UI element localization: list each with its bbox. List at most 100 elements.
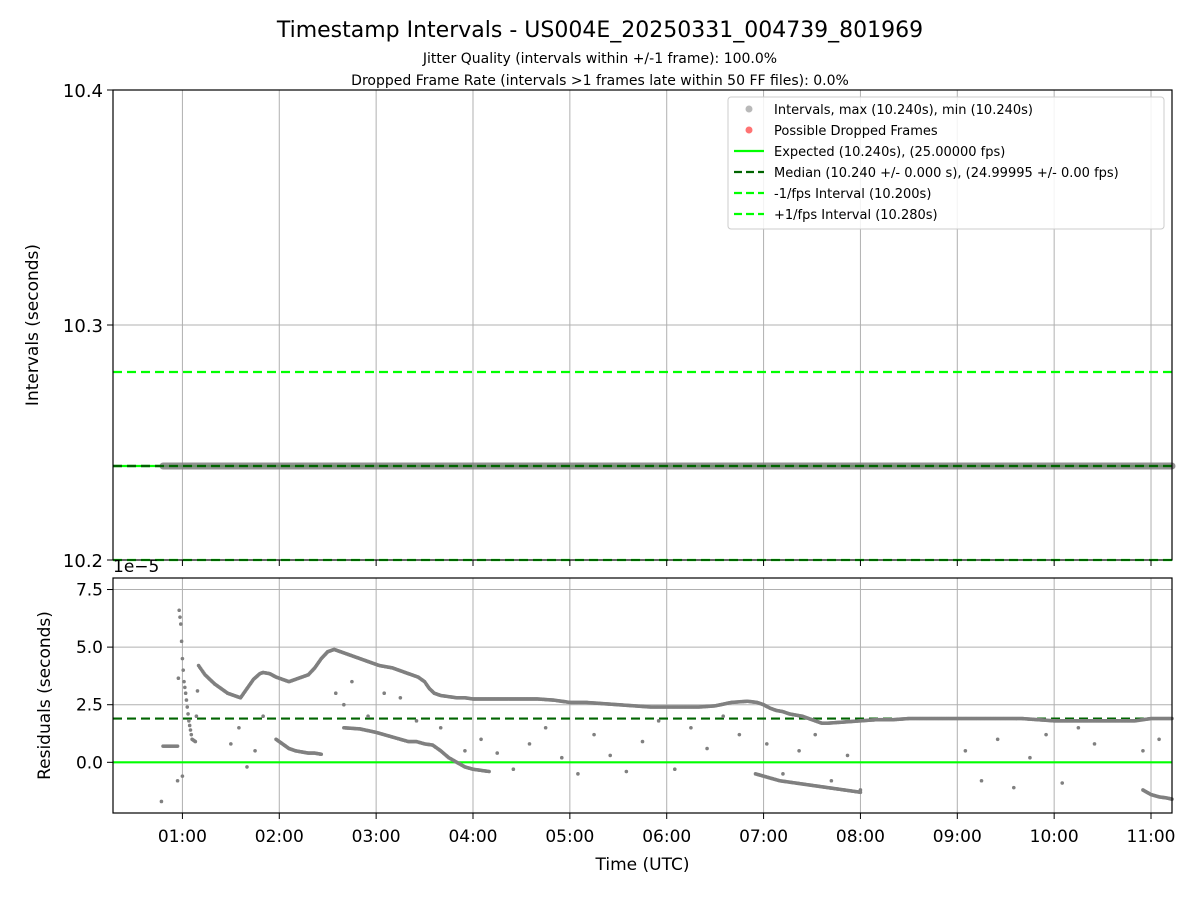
residuals-grid (113, 578, 1172, 813)
legend-box (727, 96, 1165, 230)
residual-point (261, 714, 265, 719)
residual-point (487, 769, 491, 774)
residual-point (511, 767, 516, 772)
residual-point (963, 748, 968, 753)
x-tick-label-01:00: 01:00 (158, 827, 207, 847)
residual-point (463, 748, 467, 753)
residual-point (1157, 737, 1161, 742)
residual-point (559, 755, 564, 760)
legend: Intervals, max (10.240s), min (10.240s) P… (727, 96, 1165, 230)
chart-subtitle-dropped: Dropped Frame Rate (intervals >1 frames … (351, 73, 849, 89)
residual-point (176, 676, 181, 681)
residual-point (187, 719, 191, 723)
residual-point (813, 732, 818, 737)
intervals-ytick-label-10.4: 10.4 (63, 81, 103, 102)
legend-entry-2-label: Expected (10.240s), (25.00000 fps) (774, 145, 1005, 160)
residuals-y-axis-label: Residuals (seconds) (35, 611, 55, 780)
residual-point (781, 772, 785, 776)
residual-point (438, 725, 443, 730)
intervals-y-ticks: 10.2 10.3 10.4 (63, 81, 113, 572)
residual-point (765, 742, 769, 746)
residuals-y-ticks: 0.0 2.5 5.0 7.5 (76, 581, 113, 773)
residual-point (342, 702, 346, 707)
residual-point (995, 737, 1000, 742)
residual-point (177, 608, 181, 613)
residuals-ytick-label-2.5: 2.5 (76, 696, 103, 716)
residuals-ytick-label-7.5: 7.5 (76, 581, 103, 601)
legend-entry-3-label: Median (10.240 +/- 0.000 s), (24.99995 +… (774, 166, 1119, 181)
residual-point (187, 723, 192, 728)
residual-point (253, 748, 257, 753)
residuals-ytick-label-5.0: 5.0 (76, 638, 103, 658)
residual-point (175, 744, 180, 748)
residual-point (527, 742, 532, 746)
x-tick-label-06:00: 06:00 (642, 827, 691, 847)
residual-point (179, 639, 184, 644)
residual-point (180, 656, 185, 661)
residuals-points (159, 608, 1174, 804)
x-tick-label-05:00: 05:00 (545, 827, 594, 847)
residual-point (186, 712, 190, 716)
residual-point (159, 799, 164, 804)
residual-point (624, 769, 629, 774)
residuals-series-2 (159, 679, 1161, 804)
residual-point (237, 725, 241, 730)
intervals-panel: 10.2 10.3 10.4 Intervals (seconds) Interva… (23, 81, 1176, 572)
residuals-x-ticks: 01:00 02:00 03:00 04:00 05:00 06:00 07:00 08:00… (158, 813, 1176, 847)
residuals-series-1 (274, 725, 1174, 801)
residual-point (195, 689, 200, 693)
residual-point (189, 732, 194, 737)
residual-point (1011, 785, 1016, 790)
residuals-scale-label: 1e−5 (113, 557, 159, 577)
x-axis-label: Time (UTC) (595, 855, 690, 875)
residual-point (1060, 781, 1065, 785)
intervals-ytick-label-10.3: 10.3 (63, 316, 103, 337)
x-tick-label-09:00: 09:00 (933, 827, 982, 847)
residual-point (721, 714, 726, 719)
residual-point (194, 714, 199, 719)
residual-point (656, 719, 661, 723)
residual-point (188, 728, 193, 732)
residual-point (179, 622, 183, 626)
residual-point (543, 725, 548, 730)
residuals-panel: 0.0 2.5 5.0 7.5 01:00 02:00 03:00 04:00 05:00 06… (35, 557, 1176, 875)
x-tick-label-10:00: 10:00 (1030, 827, 1079, 847)
residual-point (829, 778, 834, 783)
x-tick-label-04:00: 04:00 (448, 827, 497, 847)
residual-point (180, 774, 185, 778)
residual-point (193, 739, 198, 744)
residual-point (979, 778, 984, 783)
residual-point (366, 714, 370, 719)
residual-point (229, 742, 233, 746)
residual-point (1044, 732, 1048, 737)
legend-entry-0-label: Intervals, max (10.240s), min (10.240s) (774, 103, 1033, 118)
chart-title: Timestamp Intervals - US004E_20250331_00… (276, 18, 923, 43)
residual-point (705, 746, 709, 751)
residual-point (350, 679, 354, 684)
residual-point (495, 751, 500, 755)
residual-point (576, 772, 580, 776)
residual-point (797, 748, 801, 753)
legend-entry-1-marker (745, 126, 753, 134)
residual-point (608, 753, 613, 758)
residuals-ytick-label-0.0: 0.0 (76, 753, 103, 773)
intervals-ytick-label-10.2: 10.2 (63, 551, 103, 572)
legend-entry-1-label: Possible Dropped Frames (774, 124, 938, 139)
residual-point (333, 691, 338, 695)
legend-entry-5-label: +1/fps Interval (10.280s) (774, 208, 938, 223)
x-tick-label-08:00: 08:00 (836, 827, 885, 847)
legend-entry-0-marker (745, 105, 753, 113)
legend-entry-4-label: -1/fps Interval (10.200s) (774, 187, 931, 202)
chart-subtitle-jitter: Jitter Quality (intervals within +/-1 fr… (422, 51, 777, 67)
residual-point (319, 752, 324, 757)
intervals-y-axis-label: Intervals (seconds) (23, 244, 43, 406)
residual-point (183, 685, 187, 690)
x-tick-label-02:00: 02:00 (255, 827, 304, 847)
residuals-axes-frame (112, 577, 1173, 814)
residual-point (479, 737, 483, 742)
residual-point (414, 719, 419, 723)
residual-point (737, 732, 742, 737)
residual-point (178, 615, 182, 619)
residual-point (175, 778, 180, 783)
